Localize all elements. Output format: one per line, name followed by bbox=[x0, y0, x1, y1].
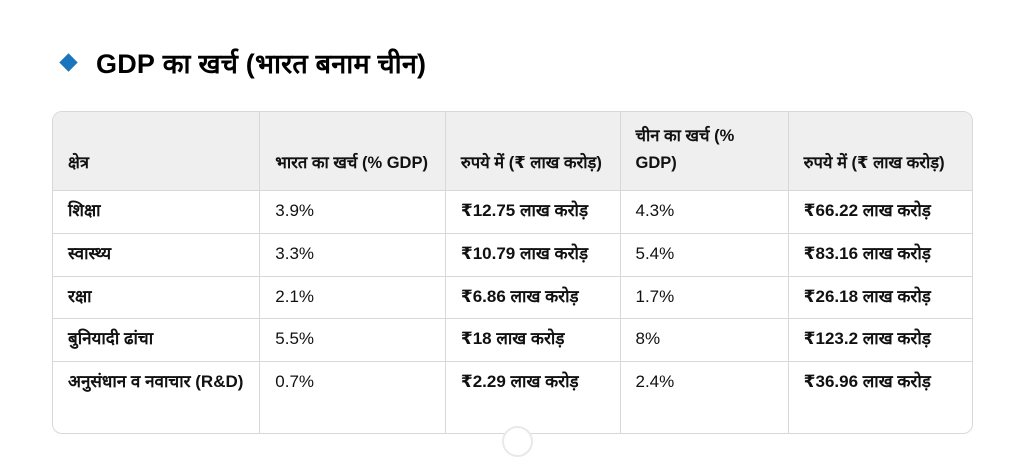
cell-china-pct: 5.4% bbox=[619, 233, 789, 277]
partial-floating-circle bbox=[502, 426, 533, 457]
cell-india-amount: ₹10.79 लाख करोड़ bbox=[444, 233, 620, 277]
cell-india-pct: 3.9% bbox=[259, 190, 446, 234]
cell-china-pct: 8% bbox=[619, 318, 789, 362]
cell-india-pct: 2.1% bbox=[259, 275, 446, 319]
title-latin-part: GDP bbox=[96, 49, 156, 79]
table-row: अनुसंधान व नवाचार (R&D) 0.7% ₹2.29 लाख क… bbox=[53, 361, 972, 433]
cell-china-pct: 4.3% bbox=[619, 190, 789, 234]
table-row: रक्षा 2.1% ₹6.86 लाख करोड़ 1.7% ₹26.18 ल… bbox=[53, 275, 972, 319]
cell-india-amount: ₹12.75 लाख करोड़ bbox=[444, 190, 620, 234]
cell-india-pct: 0.7% bbox=[259, 361, 446, 433]
cell-china-pct: 1.7% bbox=[619, 275, 789, 319]
gdp-comparison-table: क्षेत्र भारत का खर्च (% GDP) रुपये में (… bbox=[52, 111, 973, 434]
section-heading: GDP का खर्च (भारत बनाम चीन) bbox=[0, 0, 1015, 81]
cell-sector: अनुसंधान व नवाचार (R&D) bbox=[53, 361, 260, 433]
cell-china-amount: ₹36.96 लाख करोड़ bbox=[787, 361, 972, 433]
cell-sector: शिक्षा bbox=[53, 190, 260, 234]
table-row: शिक्षा 3.9% ₹12.75 लाख करोड़ 4.3% ₹66.22… bbox=[53, 190, 972, 234]
column-header-china-rupees: रुपये में (₹ लाख करोड़) bbox=[787, 112, 972, 191]
cell-india-amount: ₹18 लाख करोड़ bbox=[444, 318, 620, 362]
diamond-bullet-icon bbox=[59, 53, 78, 72]
cell-sector: स्वास्थ्य bbox=[53, 233, 260, 277]
cell-india-amount: ₹2.29 लाख करोड़ bbox=[444, 361, 620, 433]
table-row: बुनियादी ढांचा 5.5% ₹18 लाख करोड़ 8% ₹12… bbox=[53, 318, 972, 362]
cell-china-pct: 2.4% bbox=[619, 361, 789, 433]
cell-india-pct: 3.3% bbox=[259, 233, 446, 277]
cell-china-amount: ₹66.22 लाख करोड़ bbox=[787, 190, 972, 234]
cell-china-amount: ₹26.18 लाख करोड़ bbox=[787, 275, 972, 319]
cell-china-amount: ₹123.2 लाख करोड़ bbox=[787, 318, 972, 362]
cell-china-amount: ₹83.16 लाख करोड़ bbox=[787, 233, 972, 277]
table-row: स्वास्थ्य 3.3% ₹10.79 लाख करोड़ 5.4% ₹83… bbox=[53, 233, 972, 277]
table-header-row: क्षेत्र भारत का खर्च (% GDP) रुपये में (… bbox=[53, 112, 972, 191]
page-title: GDP का खर्च (भारत बनाम चीन) bbox=[96, 44, 426, 81]
column-header-india-rupees: रुपये में (₹ लाख करोड़) bbox=[444, 112, 620, 191]
cell-sector: बुनियादी ढांचा bbox=[53, 318, 260, 362]
column-header-china-pct: चीन का खर्च (% GDP) bbox=[619, 112, 789, 191]
cell-sector: रक्षा bbox=[53, 275, 260, 319]
column-header-sector: क्षेत्र bbox=[53, 112, 260, 191]
cell-india-pct: 5.5% bbox=[259, 318, 446, 362]
cell-india-amount: ₹6.86 लाख करोड़ bbox=[444, 275, 620, 319]
column-header-india-pct: भारत का खर्च (% GDP) bbox=[259, 112, 446, 191]
title-hindi-part: का खर्च (भारत बनाम चीन) bbox=[155, 49, 427, 79]
